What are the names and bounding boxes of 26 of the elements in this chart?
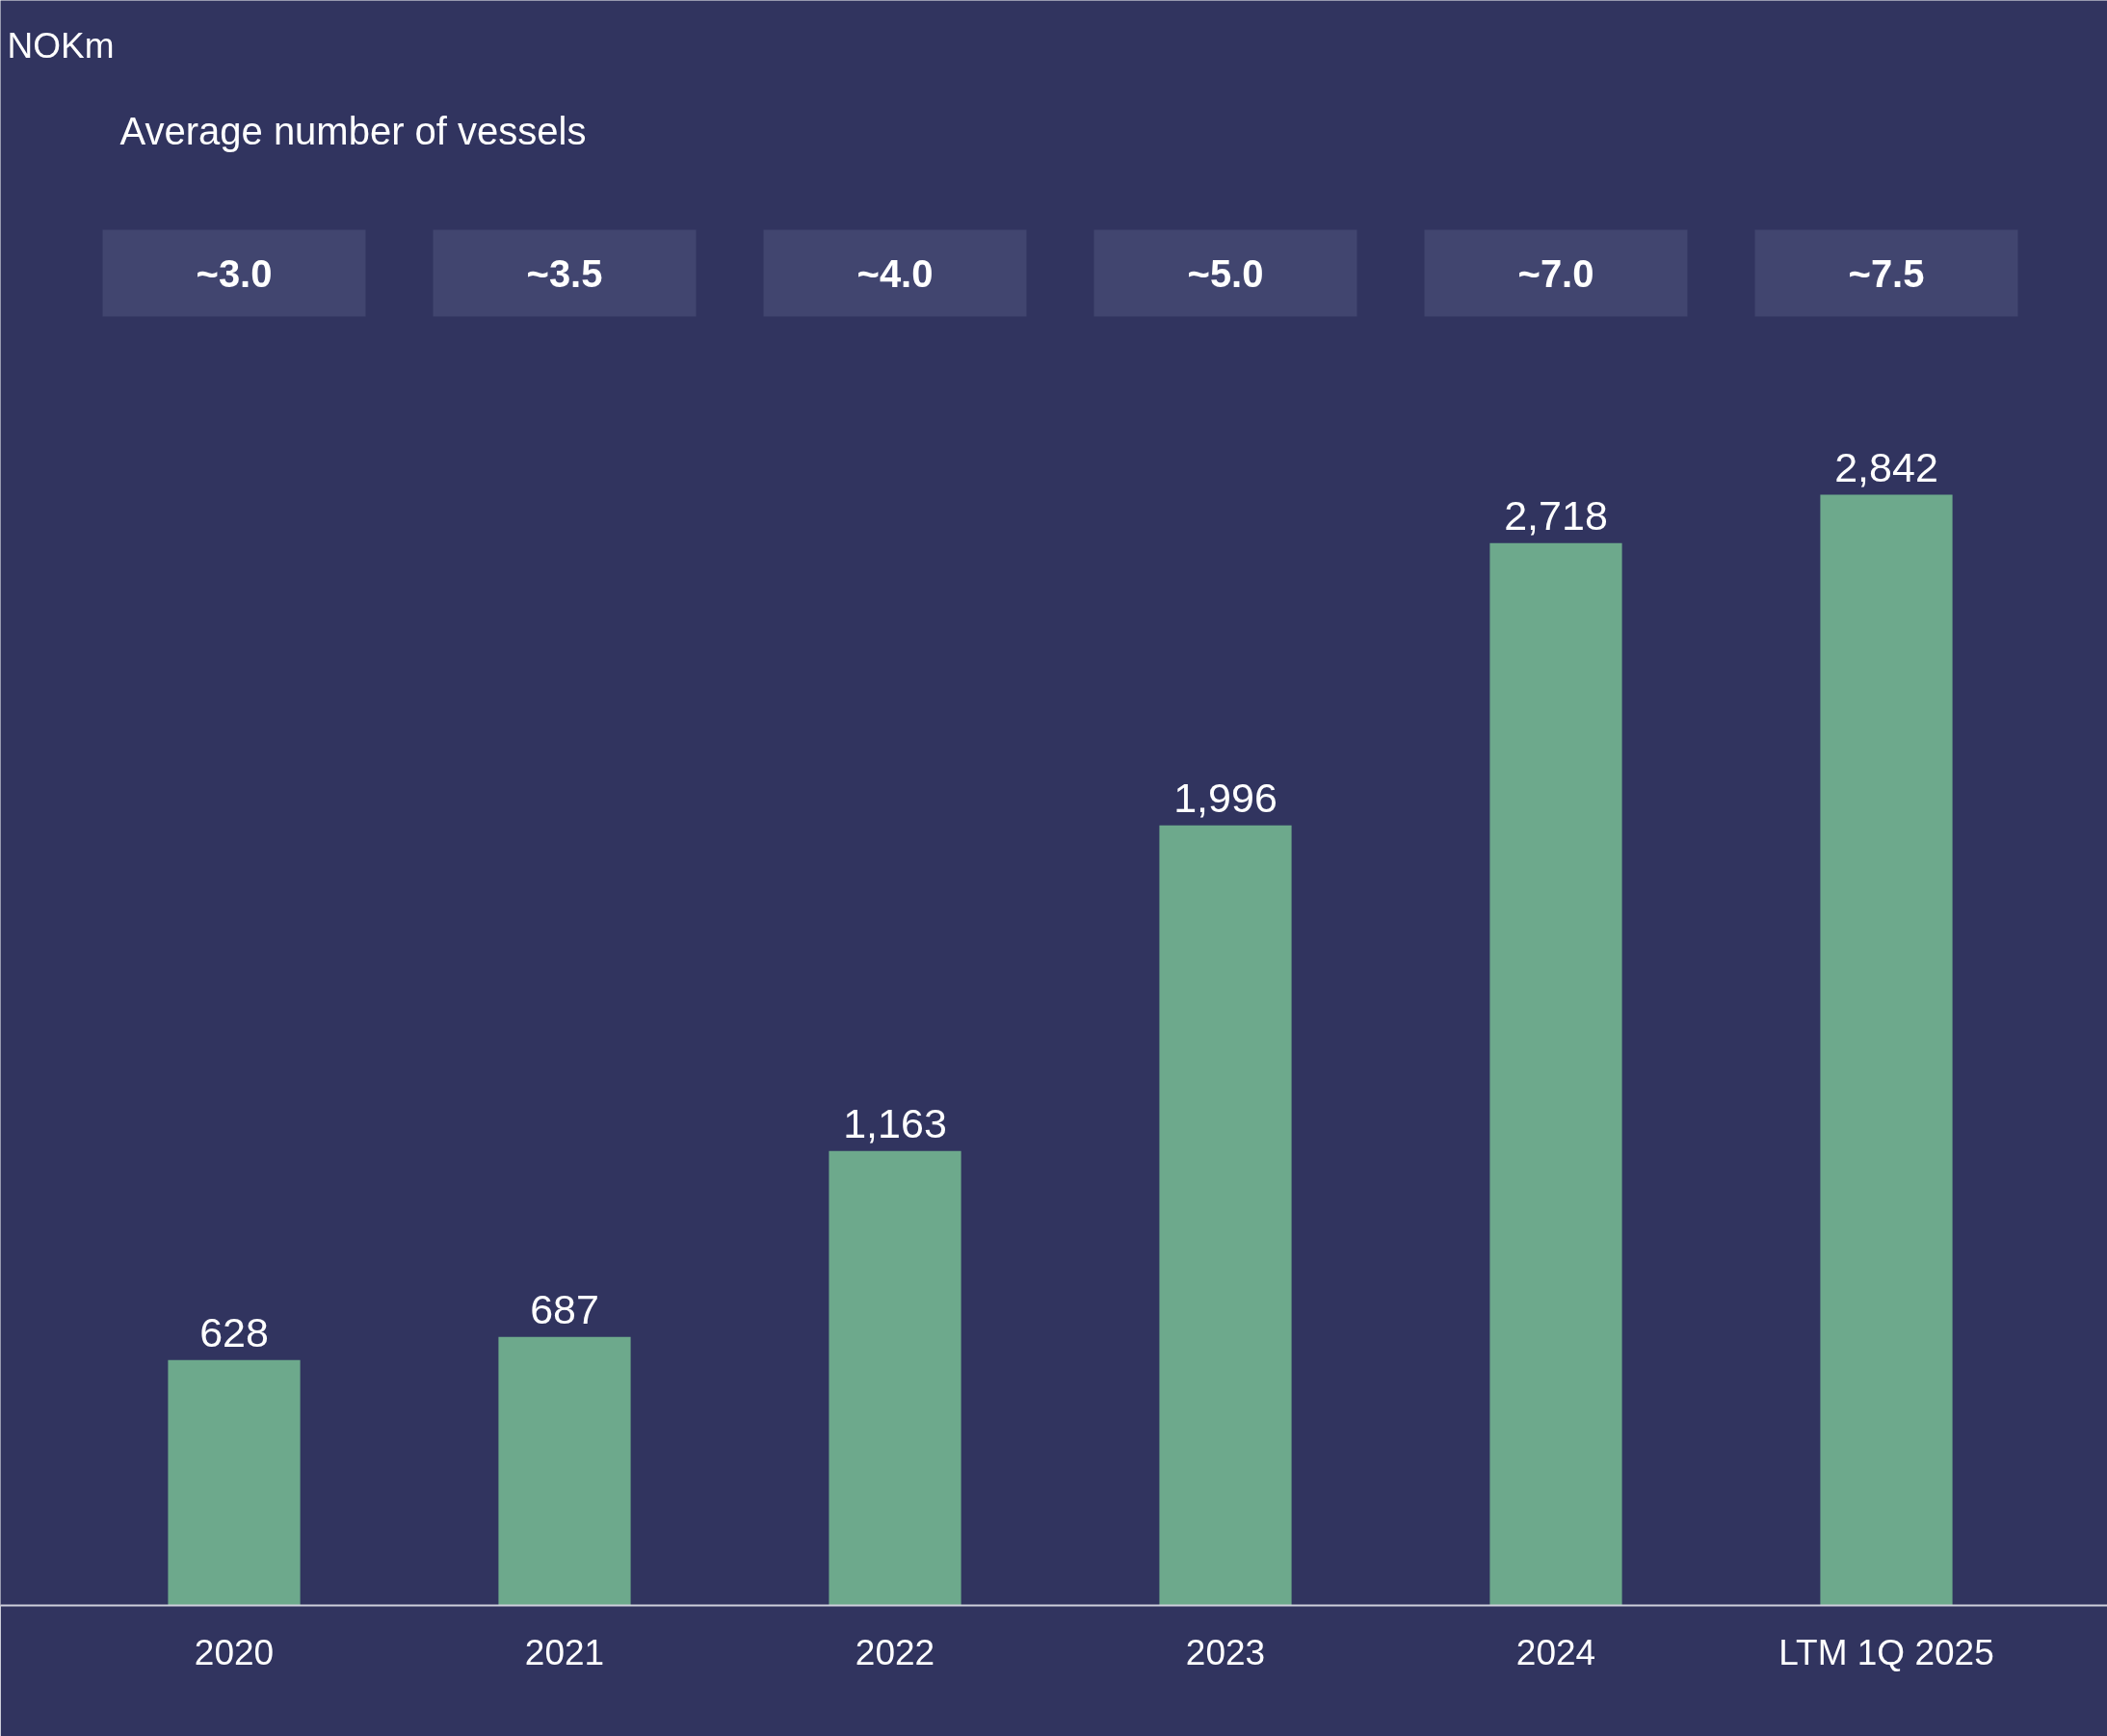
data-label: 628 — [199, 1308, 269, 1355]
x-tick-label: 2024 — [1515, 1632, 1596, 1672]
bar — [1489, 542, 1622, 1606]
data-label: 687 — [530, 1285, 599, 1332]
x-tick-label: 2021 — [524, 1632, 605, 1672]
bar — [168, 1359, 301, 1606]
x-tick-label: 2023 — [1185, 1632, 1266, 1672]
text: ~3.0 — [196, 251, 273, 295]
text: ~4.0 — [856, 251, 934, 295]
text: ~7.5 — [1848, 251, 1925, 295]
x-tick-label: LTM 1Q 2025 — [1778, 1632, 1994, 1672]
data-label: 2,718 — [1504, 491, 1608, 539]
text: ~3.5 — [526, 251, 603, 295]
x-tick-label: 2022 — [855, 1632, 935, 1672]
bar — [1820, 494, 1953, 1606]
x-tick-label: 2020 — [194, 1632, 275, 1672]
text: Average number of vessels — [119, 109, 587, 152]
data-label: 1,163 — [843, 1099, 947, 1146]
text: ~5.0 — [1187, 251, 1264, 295]
bar — [498, 1336, 631, 1606]
bar — [1159, 825, 1292, 1606]
data-label: 1,996 — [1173, 774, 1277, 821]
text: ~7.0 — [1517, 251, 1594, 295]
data-label: 2,842 — [1834, 443, 1938, 490]
bar — [829, 1150, 961, 1606]
text: NOKm — [7, 26, 115, 66]
